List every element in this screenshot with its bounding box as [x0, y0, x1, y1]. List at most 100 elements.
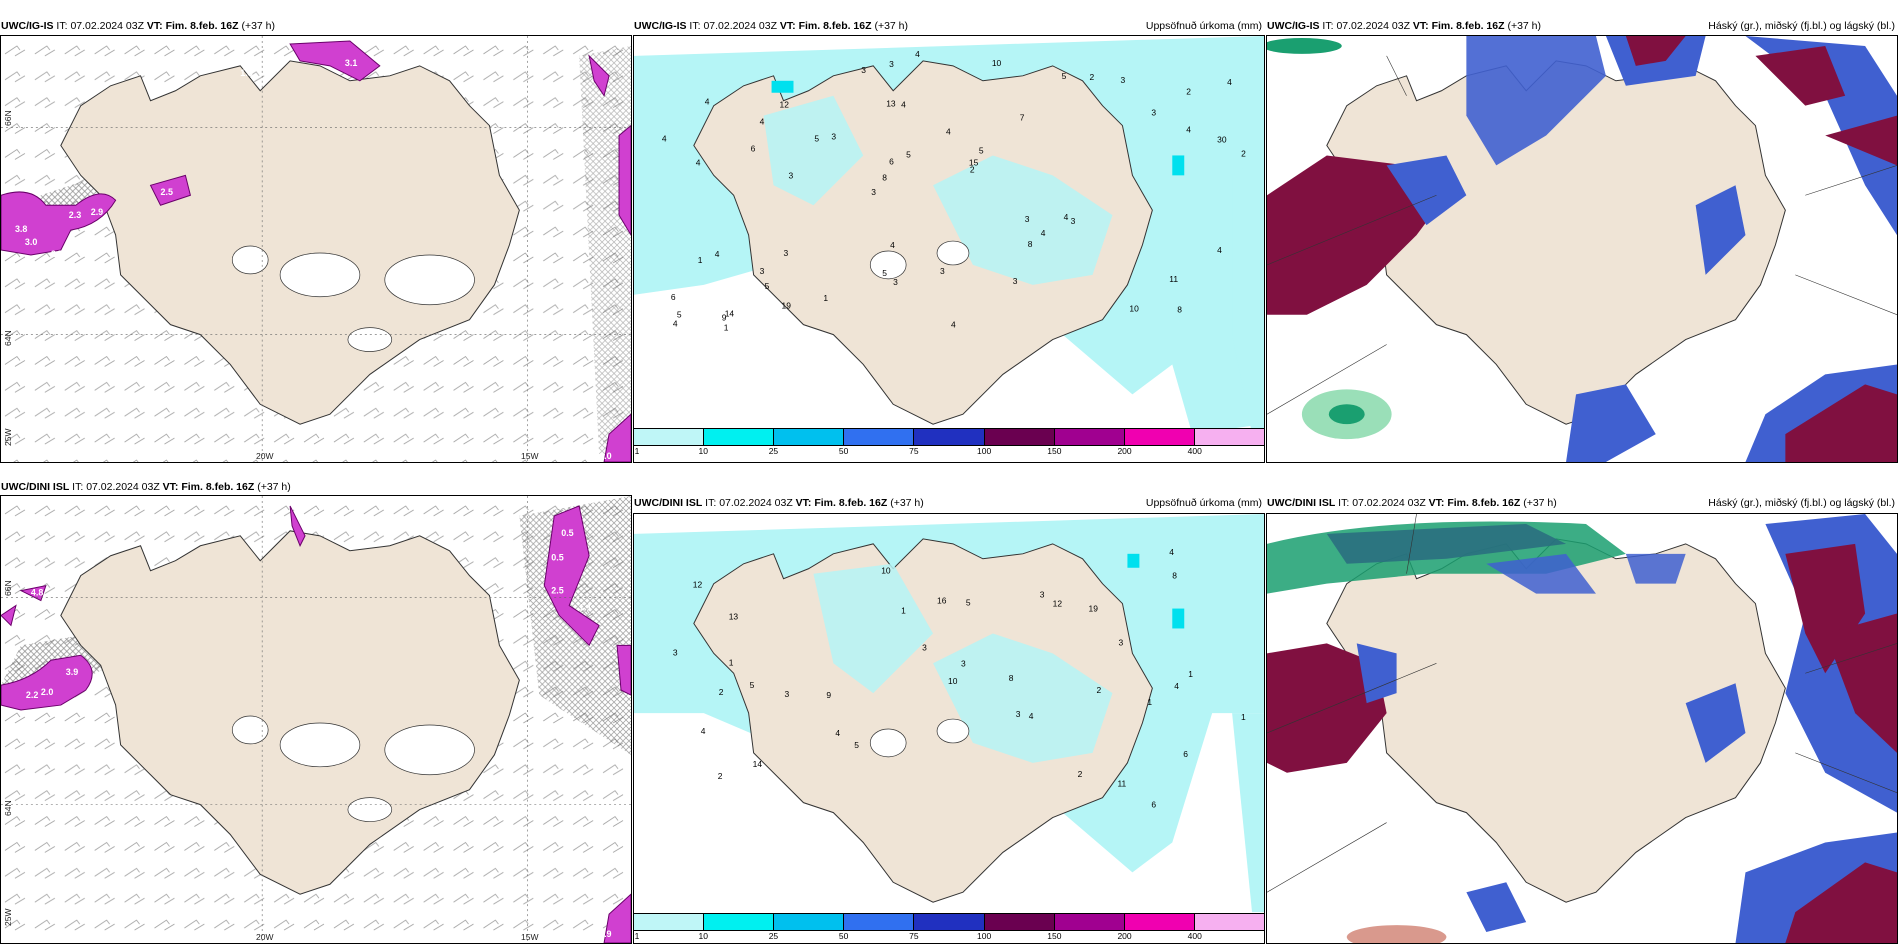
precip-value: 14: [725, 309, 735, 319]
precip-value: 1: [823, 293, 828, 303]
wind-panel-bottom: UWC/DINI ISL IT: 07.02.2024 03Z VT: Fim.…: [0, 481, 632, 944]
precip-value: 13: [886, 99, 896, 109]
precip-value: 5: [1062, 71, 1067, 81]
precip-value: 4: [662, 134, 667, 144]
iceland-land: [1326, 60, 1786, 425]
precip-value: 3: [831, 132, 836, 142]
lon-label: 20W: [256, 451, 274, 461]
precip-value: 6: [889, 156, 894, 166]
precip-value: 1: [724, 323, 729, 333]
precip-title: Uppsöfnuð úrkoma (mm): [1145, 20, 1262, 32]
wind-value: 2.3: [69, 210, 81, 220]
precip-value: 3: [893, 277, 898, 287]
lon-label: 15W: [521, 932, 539, 942]
precip-value: 8: [1177, 305, 1182, 315]
precip-value: 3: [961, 658, 966, 668]
precip-value: 3: [785, 689, 790, 699]
colorbar-tick-label: 1: [634, 931, 640, 941]
wind-value: 2.5: [160, 187, 172, 197]
precip-value: 3: [889, 59, 894, 69]
precip-value: 4: [946, 127, 951, 137]
precip-value: 3: [1071, 216, 1076, 226]
panel-title: UWC/DINI ISL IT: 07.02.2024 03Z VT: Fim.…: [1, 481, 291, 493]
cloud-map-svg: [1267, 514, 1897, 943]
wind-map-svg: 0.5 0.5 2.5 1.1 3.9 2.0 2.2 4.8 0.9: [1, 496, 631, 943]
precip-value: 4: [915, 49, 920, 59]
precip-value: 2: [1186, 87, 1191, 97]
precip-value: 5: [814, 134, 819, 144]
precip-value: 3: [861, 65, 866, 75]
precip-value: 16: [937, 596, 947, 606]
precip-value: 10: [992, 58, 1002, 68]
precip-value: 11: [1169, 274, 1178, 284]
colorbar-swatch: [1194, 429, 1264, 445]
lon-label: 15W: [521, 451, 539, 461]
colorbar-tick-label: 25: [768, 931, 779, 941]
wind-value: 2.2: [26, 690, 38, 700]
precip-value: 19: [1089, 604, 1099, 614]
precip-value: 2: [970, 164, 975, 174]
precip-value: 4: [1174, 681, 1179, 691]
precip-value: 3: [1013, 276, 1018, 286]
precip-value: 1: [1147, 697, 1152, 707]
panel-title: UWC/IG-IS IT: 07.02.2024 03Z VT: Fim. 8.…: [1267, 20, 1542, 32]
precip-value: 5: [906, 149, 911, 159]
precip-value: 14: [753, 759, 763, 769]
precip-value: 4: [890, 240, 895, 250]
precip-value: 8: [1028, 239, 1033, 249]
precip-value: 1: [729, 657, 734, 667]
precip-value: 8: [882, 172, 887, 182]
precip-value: 12: [780, 100, 790, 110]
colorbar-tick-label: 1: [634, 446, 640, 456]
precip-value: 1: [901, 606, 906, 616]
wind-value: 1.1: [579, 602, 591, 612]
colorbar-tick-label: 50: [838, 446, 849, 456]
precip-value: 10: [881, 566, 891, 576]
colorbar-swatch: [984, 914, 1055, 930]
colorbar-tick-label: 200: [1117, 931, 1132, 941]
lat-label: 64N: [3, 330, 13, 346]
precip-map-top: 8 4 2 3 7 14 13 4 4 3 6 5 4 5 3 4 3 2 3 4 8 5 6 12 5 3 10 11 4 4 5 6 8 19…: [633, 35, 1265, 463]
colorbar-tick-label: 75: [909, 446, 919, 456]
precip-value: 4: [1041, 228, 1046, 238]
precip-value: 8: [1172, 571, 1177, 581]
wind-panel-top: UWC/IG-IS IT: 07.02.2024 03Z VT: Fim. 8.…: [0, 14, 632, 463]
cloud-map-bottom: [1266, 513, 1898, 944]
wind-value: 1.5: [240, 68, 252, 78]
iceland-land: [693, 538, 1153, 903]
precip-value: 2: [719, 687, 724, 697]
precip-value: 5: [854, 740, 859, 750]
precip-value: 5: [750, 680, 755, 690]
precip-value: 4: [951, 320, 956, 330]
precip-value: 4: [901, 100, 906, 110]
precip-value: 4: [715, 249, 720, 259]
precip-value: 30: [1217, 135, 1227, 145]
precip-value: 19: [782, 301, 792, 311]
precip-value: 5: [765, 281, 770, 291]
lon-label: 25W: [3, 908, 13, 926]
precip-value: 2: [1241, 148, 1246, 158]
precip-value: 3: [760, 266, 765, 276]
precip-title: Uppsöfnuð úrkoma (mm): [1145, 497, 1262, 509]
precip-value: 3: [789, 170, 794, 180]
precip-value: 1: [1188, 669, 1193, 679]
precip-value: 4: [1029, 711, 1034, 721]
precip-value: 6: [751, 143, 756, 153]
precip-panel-bottom: UWC/DINI ISL IT: 07.02.2024 03Z VT: Fim.…: [633, 481, 1265, 944]
lon-label: 25W: [3, 428, 13, 446]
precip-value: 2: [718, 771, 723, 781]
precip-value: 10: [1129, 304, 1139, 314]
precip-value: 13: [729, 612, 739, 622]
colorbar-swatch: [914, 914, 985, 930]
precip-value: 6: [1183, 749, 1188, 759]
colorbar-tick-label: 150: [1047, 446, 1062, 456]
precip-value: 4: [1169, 547, 1174, 557]
precip-value: 4: [696, 157, 701, 167]
precip-value: 3: [871, 187, 876, 197]
precip-value: 10: [948, 676, 958, 686]
precip-value: 5: [882, 268, 887, 278]
colorbar-tick-label: 100: [977, 931, 992, 941]
wind-value: 3.8: [15, 224, 27, 234]
colorbar-tick-label: 100: [977, 446, 992, 456]
precip-value: 4: [673, 319, 678, 329]
